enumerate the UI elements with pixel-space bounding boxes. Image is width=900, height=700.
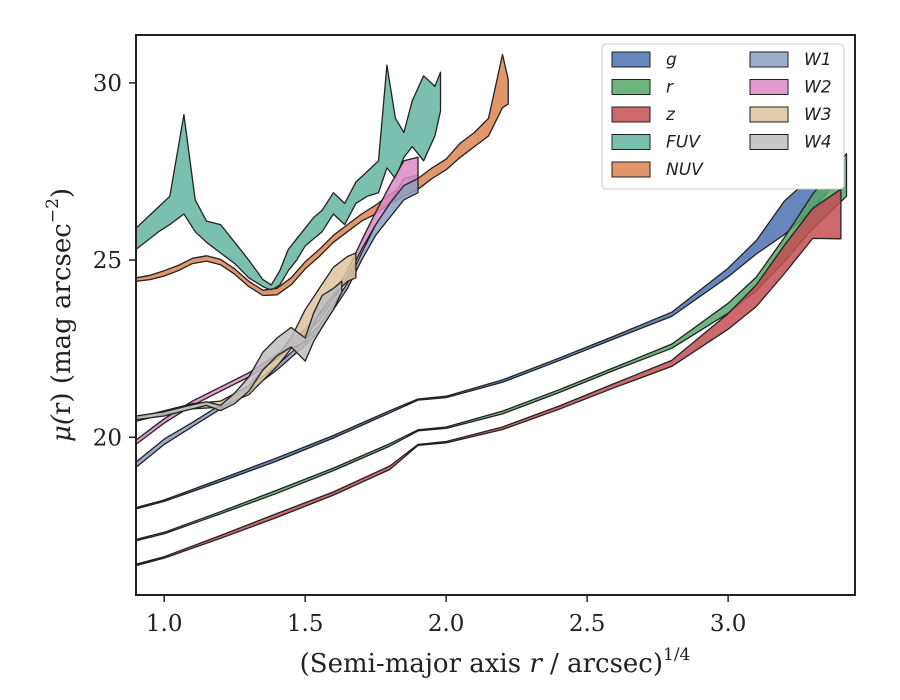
legend-swatch-fuv [611, 134, 651, 150]
x-tick-label: 2.5 [569, 611, 606, 637]
band-z [136, 188, 842, 567]
legend-swatch-r [611, 79, 651, 95]
legend-label-w4: W4 [804, 133, 832, 153]
legend-swatch-w1 [749, 51, 789, 68]
x-tick-label: 1.5 [287, 611, 324, 637]
legend: grz FUV NUV W1 W2 W3 W4 [601, 43, 845, 190]
legend-label-g: g [666, 50, 677, 70]
legend-swatch-nuv [611, 161, 651, 178]
legend-label-w3: W3 [804, 105, 832, 125]
legend-label-fuv: FUV [666, 133, 701, 153]
y-axis-label: μ(rr) (mag arcsec−2) [43, 188, 77, 442]
x-tick-label: 1.0 [146, 611, 183, 637]
legend-swatch-w3 [749, 106, 789, 123]
x-tick-label: 2.0 [428, 611, 465, 637]
band-w4 [136, 280, 343, 421]
band-fuv [136, 64, 442, 291]
x-axis-label: (Semi-major axis r / arcsec)1/4 [300, 645, 691, 679]
y-tick-label: 25 [93, 248, 122, 274]
x-axis: 1.0 1.5 2.0 2.5 3.0 [146, 595, 746, 637]
legend-label-w2: W2 [804, 78, 832, 98]
band-nuv [136, 53, 509, 297]
legend-swatch-g [611, 51, 651, 68]
band-r [136, 153, 848, 542]
legend-label-nuv: NUV [666, 160, 704, 180]
plot-frame [135, 34, 856, 596]
y-tick-label: 30 [93, 71, 122, 97]
legend-label-w1: W1 [804, 50, 832, 70]
legend-label-r: r [666, 78, 674, 98]
legend-swatch-w4 [749, 134, 789, 150]
x-tick-label: 3.0 [710, 611, 747, 637]
y-tick-label: 20 [93, 425, 122, 451]
plot-area [136, 53, 848, 567]
legend-label-z: z [665, 105, 676, 125]
legend-swatch-w2 [749, 79, 789, 95]
y-axis: 20 25 30 [93, 71, 136, 451]
legend-swatch-z [611, 106, 651, 123]
